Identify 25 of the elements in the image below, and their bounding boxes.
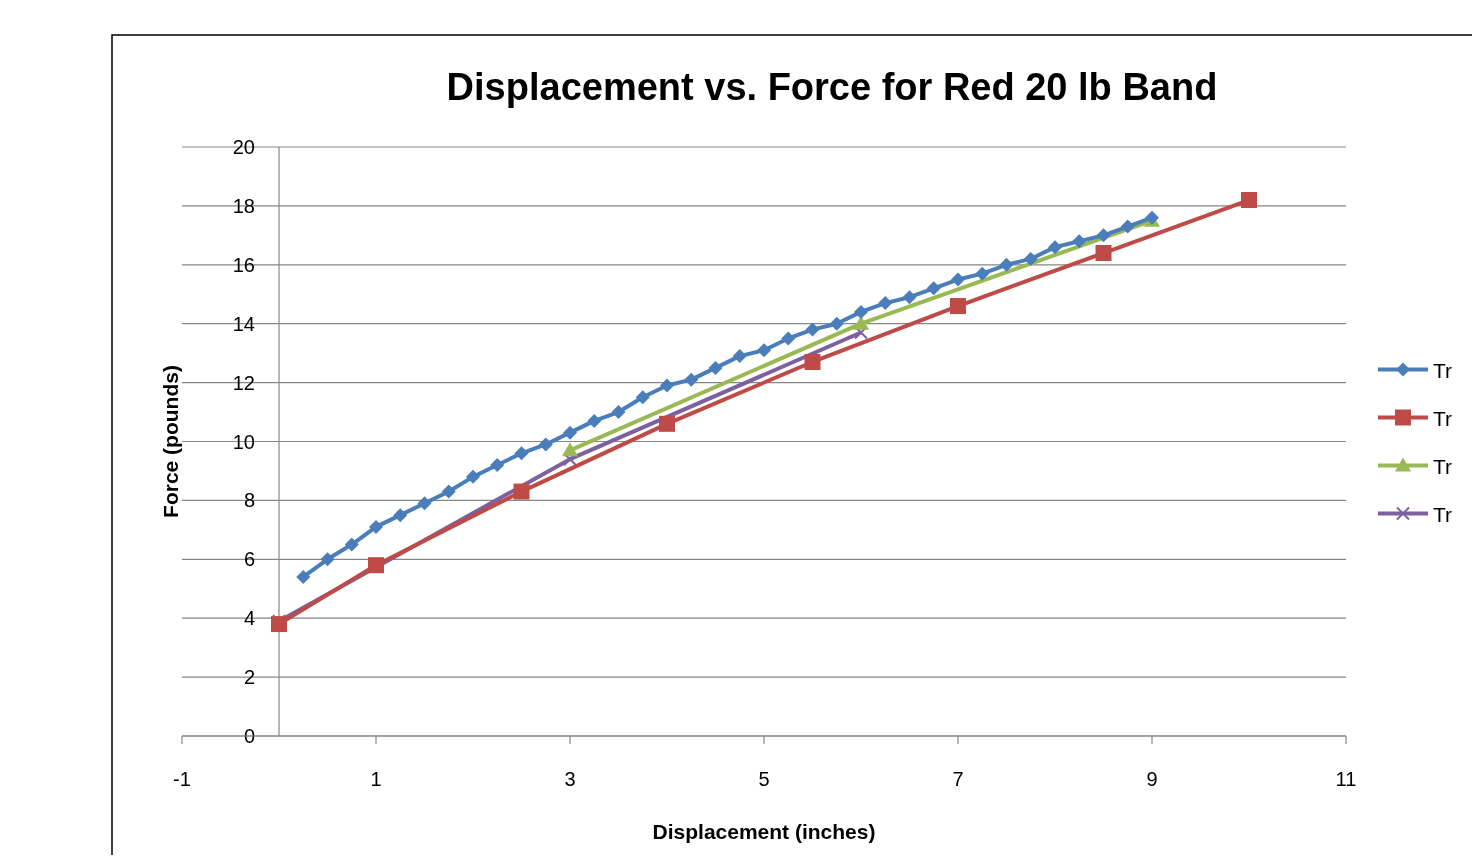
x-tick-label: 7 — [952, 768, 964, 790]
y-tick-label: 8 — [243, 489, 255, 512]
x-tick-label: 5 — [758, 768, 770, 790]
y-tick-label: 18 — [232, 194, 255, 217]
y-tick-label: 16 — [232, 253, 255, 276]
y-tick-label: 0 — [243, 725, 255, 747]
y-axis-title: Force (pounds) — [159, 365, 182, 518]
y-tick-label: 10 — [232, 430, 255, 453]
x-axis-title: Displacement (inches) — [652, 820, 876, 843]
legend-label: Tr — [1433, 502, 1453, 526]
legend-label: Tr — [1433, 358, 1453, 382]
y-tick-label: 2 — [243, 666, 255, 689]
y-tick-label: 4 — [243, 607, 255, 630]
x-tick-label: 11 — [1335, 768, 1357, 790]
y-tick-label: 12 — [232, 371, 255, 394]
chart-title: Displacement vs. Force for Red 20 lb Band — [446, 66, 1218, 108]
x-tick-label: 9 — [1146, 768, 1158, 790]
y-tick-label: 6 — [243, 548, 255, 571]
y-tick-label: 14 — [232, 312, 255, 335]
legend-label: Tr — [1433, 454, 1453, 478]
y-tick-label: 20 — [232, 136, 255, 158]
x-tick-label: 3 — [564, 768, 576, 790]
x-tick-label: 1 — [370, 768, 382, 790]
x-tick-label: -1 — [173, 768, 191, 790]
legend-label: Tr — [1433, 406, 1453, 430]
